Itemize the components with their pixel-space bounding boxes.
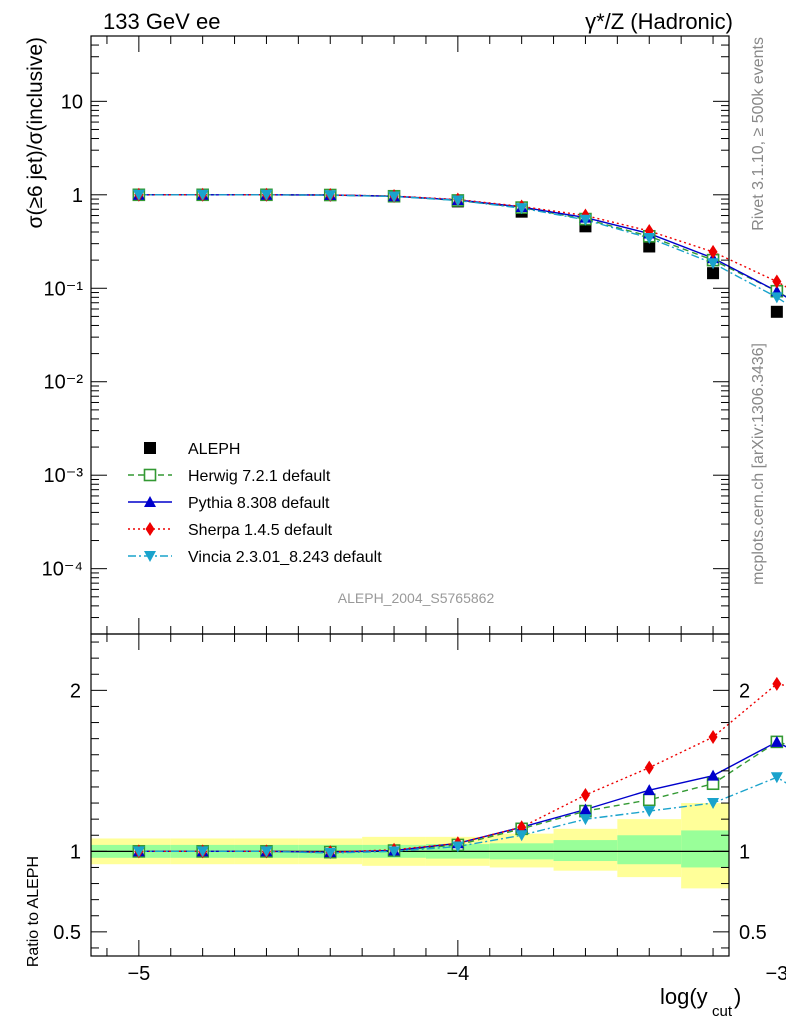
main-point-vincia: [388, 191, 401, 203]
ratio-point-vincia: [388, 846, 401, 858]
x-tick-label: −5: [127, 963, 150, 985]
main-point-aleph: [707, 267, 720, 280]
ratio-y-axis-label: Ratio to ALEPH: [25, 856, 42, 967]
ratio-uncertainty-bands: [91, 803, 729, 889]
header-right-label: γ*/Z (Hadronic): [585, 9, 733, 34]
ratio-point-pythia: [707, 769, 720, 781]
ratio-point-vincia: [196, 846, 209, 858]
ratio-point-vincia: [707, 798, 720, 810]
x-axis-label-main: log(y: [660, 984, 708, 1009]
ratio-y-tick-label: 1: [70, 841, 81, 863]
ratio-point-vincia: [324, 847, 337, 859]
ratio-y-tick-label-right: 0.5: [739, 922, 767, 944]
main-point-vincia: [451, 195, 464, 207]
main-point-sherpa: [708, 244, 718, 259]
rivet-version-label: Rivet 3.1.10, ≥ 500k events: [750, 37, 767, 231]
main-y-tick-label: 10⁻¹: [44, 278, 84, 300]
main-point-sherpa: [772, 274, 782, 289]
main-point-vincia: [707, 258, 720, 270]
ratio-y-tick-label-right: 2: [739, 680, 750, 702]
legend-label-sherpa: Sherpa 1.4.5 default: [188, 522, 333, 539]
main-point-vincia: [324, 190, 337, 202]
ratio-band-green: [617, 835, 682, 865]
ratio-y-tick-label: 0.5: [53, 922, 81, 944]
ratio-series-markers: [132, 676, 784, 860]
legend-label-herwig: Herwig 7.2.1 default: [188, 468, 331, 485]
main-point-vincia: [643, 232, 656, 244]
legend: ALEPH Herwig 7.2.1 default Pythia 8.308 de…: [128, 441, 382, 566]
main-point-vincia: [579, 214, 592, 226]
legend-marker-aleph: [144, 442, 156, 454]
ratio-point-vincia: [451, 841, 464, 853]
legend-marker-vincia: [144, 551, 156, 562]
main-y-tick-label: 1: [72, 185, 83, 207]
main-point-aleph: [770, 305, 783, 318]
x-tick-label: −4: [446, 963, 469, 985]
ratio-frame: [90, 633, 730, 957]
header-left-label: 133 GeV ee: [103, 9, 220, 34]
main-point-vincia: [132, 189, 145, 201]
ratio-point-vincia: [260, 846, 273, 858]
main-point-vincia: [770, 292, 783, 304]
ratio-band-green: [681, 830, 729, 868]
main-y-axis-label: σ(≥6 jet)/σ(inclusive): [24, 37, 47, 228]
legend-label-pythia: Pythia 8.308 default: [188, 495, 330, 512]
x-axis-label-close: ): [734, 984, 741, 1009]
x-axis-label-subscript: cut: [712, 1003, 733, 1020]
ratio-point-sherpa: [580, 788, 590, 802]
ratio-band-green: [553, 840, 618, 862]
ratio-point-vincia: [132, 846, 145, 858]
ratio-point-sherpa: [644, 760, 654, 775]
main-point-vincia: [196, 189, 209, 201]
ratio-point-sherpa: [708, 730, 718, 745]
mcplots-reference-label: mcplots.cern.ch [arXiv:1306.3436]: [750, 343, 767, 585]
analysis-watermark: ALEPH_2004_S5765862: [338, 590, 495, 606]
main-point-vincia: [260, 189, 273, 201]
main-point-aleph: [643, 240, 656, 253]
legend-label-vincia: Vincia 2.3.01_8.243 default: [188, 549, 382, 566]
ratio-point-vincia: [515, 830, 528, 842]
ratio-point-sherpa: [772, 676, 782, 691]
main-axes: 10⁻⁴ 10⁻³ 10⁻² 10⁻¹ 1 10: [42, 35, 730, 635]
main-y-tick-label: 10: [61, 91, 83, 113]
main-y-tick-label: 10⁻⁴: [42, 559, 83, 581]
legend-marker-sherpa: [145, 522, 155, 536]
x-axis-label: log(y cut ): [660, 984, 741, 1020]
legend-label-aleph: ALEPH: [188, 441, 240, 458]
legend-marker-pythia: [144, 496, 156, 507]
ratio-y-tick-label-right: 1: [739, 841, 750, 863]
ratio-point-pythia: [770, 735, 783, 747]
ratio-panel: 0.5 0.5 1 1 2 2 −5 −4 −3 Ratio to ALEPH: [25, 633, 786, 985]
main-line-sherpa: [138, 194, 786, 288]
ratio-axes: 0.5 0.5 1 1 2 2 −5 −4 −3: [53, 633, 786, 985]
ratio-point-vincia: [770, 772, 783, 784]
main-y-tick-label: 10⁻²: [44, 372, 84, 394]
ratio-point-pythia: [643, 784, 656, 796]
ratio-point-pythia: [579, 803, 592, 815]
ratio-y-tick-label: 2: [70, 680, 81, 702]
main-line-herwig: [138, 194, 786, 298]
main-series-markers: [132, 187, 784, 318]
ratio-point-vincia: [643, 806, 656, 818]
main-frame: [90, 35, 730, 635]
x-tick-label: −3: [765, 963, 786, 985]
ratio-point-herwig: [642, 793, 656, 807]
main-point-vincia: [515, 203, 528, 215]
main-y-tick-label: 10⁻³: [44, 465, 84, 487]
legend-marker-herwig: [143, 468, 157, 482]
ratio-point-vincia: [579, 814, 592, 826]
